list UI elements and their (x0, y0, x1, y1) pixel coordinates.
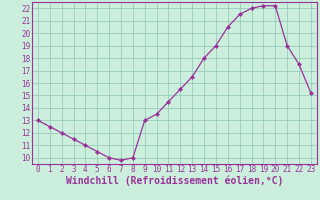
X-axis label: Windchill (Refroidissement éolien,°C): Windchill (Refroidissement éolien,°C) (66, 176, 283, 186)
